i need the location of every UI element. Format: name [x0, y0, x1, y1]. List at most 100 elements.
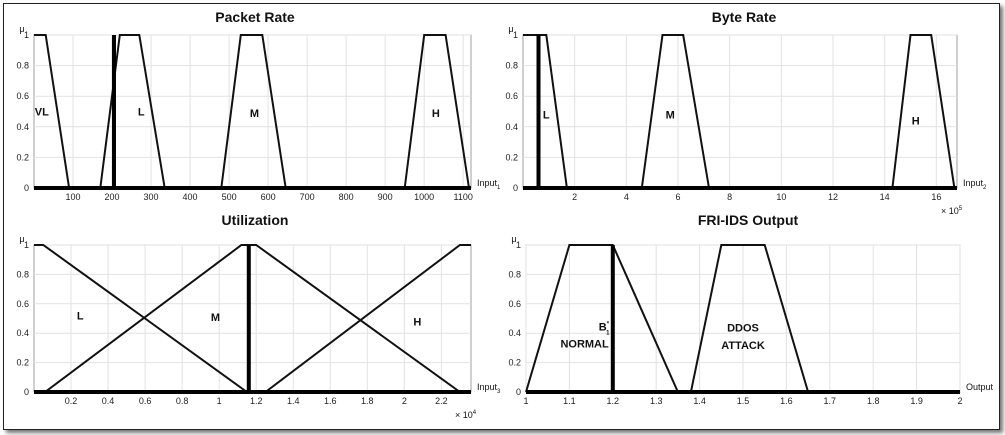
y-tick-label: 0.8 [16, 61, 29, 71]
x-tick-label: 1.8 [361, 396, 374, 406]
y-tick-label: 0.2 [505, 152, 518, 162]
x-tick-label: 500 [222, 192, 237, 202]
figure-frame: Packet Rate 100 200 300 400 500 600 700 800 900 10… [3, 3, 1000, 430]
annotation-b1-star: B* 1 [599, 321, 610, 336]
chart-title: Byte Rate [712, 9, 777, 25]
x-tick-label: 1.2 [607, 396, 620, 406]
y-tick-label: 1 [24, 240, 29, 250]
x-tick-label: 1.6 [324, 396, 337, 406]
x-tick-label: 1.6 [780, 396, 793, 406]
y-tick-label: 0.2 [16, 152, 29, 162]
x-tick-label: 900 [378, 192, 393, 202]
membership-function-l [99, 34, 166, 189]
y-axis-label: μ [508, 24, 513, 34]
membership-label: M [666, 110, 675, 122]
plot-area [33, 34, 472, 189]
membership-label: L [77, 311, 84, 323]
x-tick-label: 6 [675, 192, 680, 202]
x-tick-label: 8 [727, 192, 732, 202]
x-tick-label: 1.7 [824, 396, 837, 406]
x-tick-label: 200 [105, 192, 120, 202]
membership-function-normal [525, 244, 679, 393]
membership-function-m [220, 34, 287, 189]
x-tick-label: 4 [624, 192, 629, 202]
x-tick-label: 1 [217, 396, 222, 406]
membership-function-h [264, 244, 471, 393]
x-multiplier: × 104 [455, 410, 477, 420]
y-tick-label: 0.4 [505, 122, 518, 132]
x-tick-label: 2 [957, 396, 962, 406]
membership-function-l [34, 244, 248, 393]
membership-label: H [432, 108, 440, 120]
x-multiplier: × 105 [941, 206, 963, 216]
membership-function-ddos-attack [689, 244, 810, 393]
x-tick-label: 1 [523, 396, 528, 406]
membership-label: NORMAL [560, 338, 609, 350]
membership-label: ATTACK [721, 340, 765, 352]
membership-function-vl [34, 34, 71, 189]
x-tick-label: 700 [300, 192, 315, 202]
x-tick-label: 12 [828, 192, 838, 202]
x-axis-label: Input2 [963, 178, 987, 191]
y-tick-label: 0.8 [505, 61, 518, 71]
y-tick-label: 1 [516, 240, 521, 250]
y-tick-label: 0.4 [16, 122, 29, 132]
chart-panel-1: Byte Rate 2 4 6 8 10 12 14 16 0 0.2 0.4 0.6 0.8 1μ Inpu… [505, 9, 987, 216]
membership-label: M [211, 312, 220, 324]
membership-label: L [138, 107, 145, 119]
y-tick-label: 0.2 [16, 358, 29, 368]
membership-label: L [543, 110, 550, 122]
membership-label: VL [35, 107, 49, 119]
membership-function-l [523, 34, 568, 189]
x-tick-label: 1.1 [563, 396, 576, 406]
membership-function-m [640, 34, 710, 189]
x-tick-label: 1.4 [287, 396, 300, 406]
y-tick-label: 0 [513, 183, 518, 193]
y-tick-label: 0.4 [508, 328, 521, 338]
membership-label: H [912, 116, 920, 128]
y-tick-label: 0 [24, 183, 29, 193]
y-tick-label: 1 [24, 30, 29, 40]
x-tick-label: 0.8 [176, 396, 189, 406]
x-tick-label: 2.2 [435, 396, 448, 406]
x-tick-label: 1100 [454, 192, 473, 202]
y-axis-label: μ [511, 234, 516, 244]
x-axis-label: Input3 [477, 382, 501, 395]
x-tick-label: 0.2 [65, 396, 78, 406]
x-tick-label: 0.4 [102, 396, 115, 406]
x-tick-label: 1.5 [737, 396, 750, 406]
x-tick-label: 1000 [414, 192, 434, 202]
membership-label: M [250, 108, 259, 120]
y-tick-label: 1 [513, 30, 518, 40]
membership-label: DDOS [727, 322, 759, 334]
x-tick-label: 14 [880, 192, 890, 202]
x-axis-label: Input1 [477, 178, 501, 191]
x-tick-label: 0.6 [139, 396, 152, 406]
x-tick-label: 800 [339, 192, 354, 202]
x-tick-label: 1.2 [250, 396, 263, 406]
chart-panel-3: FRI-IDS Output 1 1.1 1.2 1.3 1.4 1.5 1.6 1.7 1.8 1… [508, 212, 993, 406]
x-tick-label: 300 [144, 192, 159, 202]
x-tick-label: 2 [572, 192, 577, 202]
x-tick-label: 100 [66, 192, 81, 202]
y-axis-label: μ [19, 234, 24, 244]
y-tick-label: 0.4 [16, 328, 29, 338]
x-tick-label: 10 [776, 192, 786, 202]
y-tick-label: 0 [516, 387, 521, 397]
x-tick-label: 1.3 [650, 396, 663, 406]
membership-function-h [403, 34, 470, 189]
y-tick-label: 0 [24, 387, 29, 397]
y-tick-label: 0.6 [508, 299, 521, 309]
x-tick-label: 1.4 [693, 396, 706, 406]
x-tick-label: 1.8 [867, 396, 880, 406]
chart-title: Utilization [222, 212, 289, 228]
y-tick-label: 0.8 [508, 269, 521, 279]
y-tick-label: 0.8 [16, 269, 29, 279]
x-tick-label: 16 [931, 192, 941, 202]
x-tick-label: 1.9 [910, 396, 923, 406]
x-tick-label: 600 [261, 192, 276, 202]
x-tick-label: 2 [402, 396, 407, 406]
chart-panel-2: Utilization 0.2 0.4 0.6 0.8 1 1.2 1.4 1.6 1.8 2 2.2… [16, 212, 501, 420]
